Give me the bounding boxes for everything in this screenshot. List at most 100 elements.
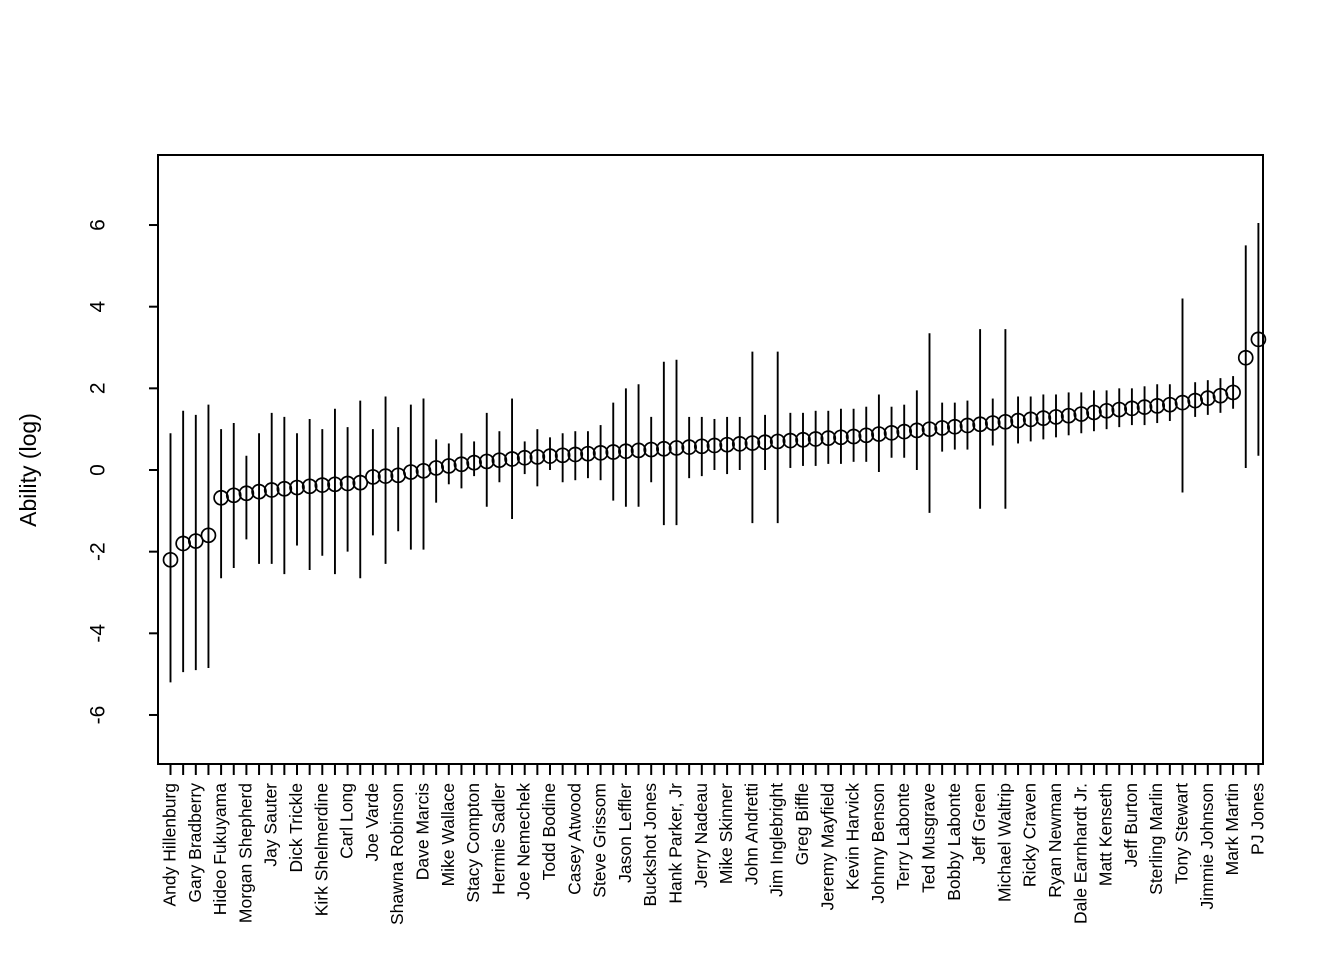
x-tick-label: Hank Parker, Jr (666, 783, 686, 904)
y-axis-title: Ability (log) (15, 413, 41, 527)
data-point-circle (466, 454, 482, 471)
data-point-circle (592, 445, 609, 461)
data-point-circle (314, 477, 331, 493)
data-point-circle (263, 482, 280, 498)
data-point-circle (238, 485, 255, 502)
y-tick-label: 4 (87, 301, 110, 313)
data-point-circle (403, 464, 419, 480)
data-point-circle (1060, 407, 1077, 424)
data-point-circle (782, 432, 799, 449)
x-tick-label: Mike Skinner (716, 783, 736, 884)
data-point-circle (1187, 392, 1204, 409)
y-tick-label: -2 (87, 542, 110, 561)
data-point-circle (693, 438, 710, 455)
data-point-circle (731, 436, 748, 452)
x-tick-label: Ricky Craven (1020, 783, 1040, 887)
data-point-circle (845, 428, 862, 445)
x-tick-label: Jerry Nadeau (691, 783, 711, 888)
data-point-circle (289, 479, 305, 496)
data-point-circle (580, 445, 596, 462)
x-tick-label: Jimmie Johnson (1197, 783, 1217, 909)
data-point-circle (643, 441, 660, 458)
x-tick-label: John Andretti (741, 783, 761, 885)
x-tick-label: Hermie Sadler (488, 783, 508, 895)
data-point-circle (213, 489, 229, 506)
data-point-circle (251, 483, 267, 500)
data-point-circle (542, 448, 558, 464)
data-point-circle (896, 423, 913, 440)
x-tick-label: Mark Martin (1222, 783, 1242, 875)
x-tick-label: Stacy Compton (463, 783, 483, 903)
data-point-circle (1010, 412, 1026, 429)
data-point-circle (162, 551, 179, 568)
x-tick-label: Tony Stewart (1172, 783, 1192, 884)
data-point-circle (618, 443, 634, 460)
data-point-circle (1225, 384, 1241, 401)
x-tick-label: Carl Long (337, 783, 357, 859)
data-point-circle (1136, 399, 1153, 415)
x-tick-label: Greg Biffle (792, 783, 812, 865)
data-point-circle (453, 456, 470, 473)
data-point-circle (1161, 396, 1178, 413)
y-tick-label: 6 (87, 219, 110, 231)
data-point-circle (744, 435, 761, 451)
data-point-circle (1237, 349, 1254, 366)
x-tick-label: Kevin Harvick (843, 783, 863, 890)
data-point-circle (529, 449, 546, 465)
data-point-circle (187, 533, 204, 549)
x-tick-label: Terry Labonte (893, 783, 913, 890)
data-point-circle (516, 449, 533, 466)
data-point-circle (276, 480, 293, 497)
data-point-circle (959, 417, 976, 434)
data-point-circle (769, 433, 786, 450)
data-point-circle (858, 427, 875, 444)
data-point-circle (1022, 411, 1039, 428)
data-point-circle (200, 527, 217, 544)
data-point-circle (1124, 400, 1140, 417)
x-tick-label: Jason Leffler (615, 783, 635, 883)
data-point-circle (1199, 390, 1216, 406)
x-tick-label: Kirk Shelmerdine (311, 783, 331, 916)
data-point-circle (833, 429, 849, 446)
y-tick-label: 0 (87, 464, 110, 476)
data-point-circle (719, 436, 735, 453)
data-point-circle (934, 420, 951, 436)
data-point-circle (655, 440, 672, 457)
data-point-circle (428, 460, 444, 476)
x-tick-label: PJ Jones (1247, 783, 1267, 855)
x-tick-label: Bobby Labonte (944, 783, 964, 901)
data-point-circle (605, 444, 622, 460)
x-tick-label: Mike Wallace (438, 783, 458, 886)
x-tick-label: Ted Musgrave (919, 783, 939, 893)
x-tick-label: Shawna Robinson (387, 783, 407, 925)
data-point-circle (567, 446, 584, 463)
x-tick-label: Gary Bradberry (185, 783, 205, 903)
data-point-circle (1073, 406, 1090, 422)
data-point-circle (757, 434, 773, 451)
data-point-circle (175, 535, 191, 552)
data-point-circle (1149, 398, 1166, 414)
x-tick-label: Jeff Green (969, 783, 989, 864)
y-tick-label: -6 (87, 706, 110, 725)
x-tick-label: Matt Kenseth (1096, 783, 1116, 886)
x-tick-label: Dave Marcis (413, 783, 433, 880)
x-tick-label: Jay Sauter (261, 783, 281, 867)
data-point-circle (377, 468, 394, 484)
data-point-circle (795, 431, 811, 448)
x-tick-label: Jeff Burton (1121, 783, 1141, 867)
data-point-circle (504, 451, 520, 467)
data-point-circle (1111, 401, 1128, 418)
data-point-circle (997, 413, 1014, 430)
x-tick-label: Casey Atwood (564, 783, 584, 895)
x-tick-label: Sterling Marlin (1146, 783, 1166, 895)
data-point-circle (630, 442, 647, 459)
data-point-circle (491, 452, 508, 469)
data-point-circle (908, 422, 925, 439)
data-point-circle (1086, 404, 1102, 421)
data-point-circle (554, 447, 571, 464)
data-point-circle (339, 475, 356, 492)
x-tick-label: Buckshot Jones (640, 783, 660, 907)
data-point-circle (807, 431, 824, 447)
x-tick-label: Hideo Fukuyama (210, 783, 230, 916)
